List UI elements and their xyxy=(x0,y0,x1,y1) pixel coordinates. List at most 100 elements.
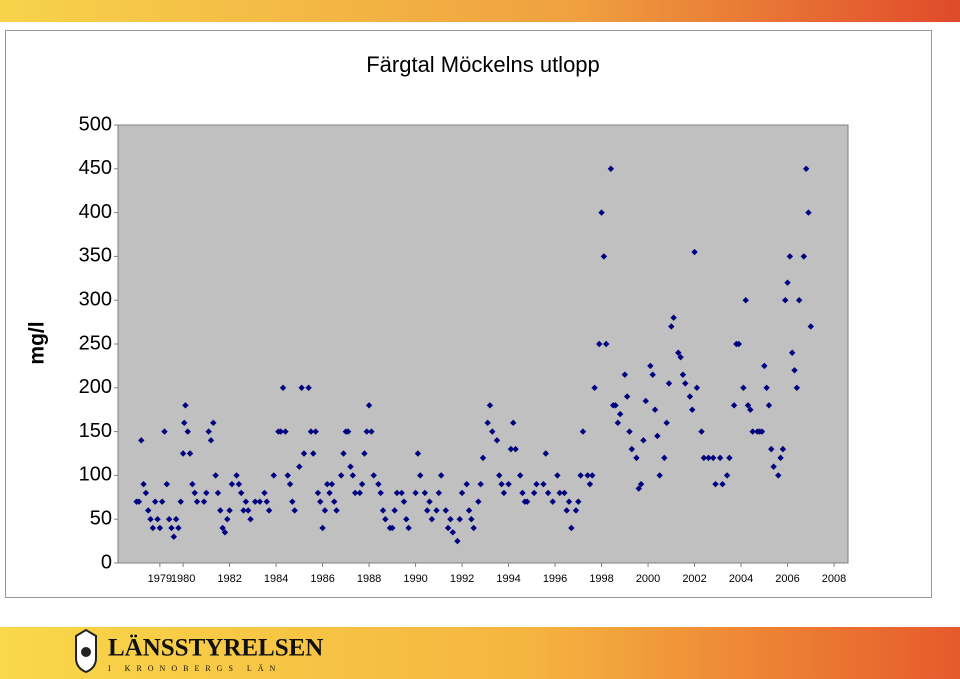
point xyxy=(500,489,508,497)
point xyxy=(240,507,247,514)
point xyxy=(712,480,719,488)
point xyxy=(347,463,354,470)
point xyxy=(668,323,675,330)
point xyxy=(412,489,419,497)
point xyxy=(226,507,233,514)
point xyxy=(356,489,363,497)
point xyxy=(344,428,352,435)
point xyxy=(749,428,756,435)
point xyxy=(677,353,684,361)
point xyxy=(244,507,252,514)
point xyxy=(691,248,698,256)
point xyxy=(633,454,640,462)
point xyxy=(596,340,603,348)
point xyxy=(389,524,396,532)
point xyxy=(317,498,324,505)
point xyxy=(516,472,524,479)
point xyxy=(510,419,517,427)
point xyxy=(163,480,171,488)
point xyxy=(242,498,250,505)
point xyxy=(349,472,357,479)
y-tick-label: 450 xyxy=(79,157,112,179)
point xyxy=(586,480,594,488)
point xyxy=(433,507,440,514)
point xyxy=(542,450,549,457)
point xyxy=(138,437,145,444)
x-tick-label: 2004 xyxy=(729,573,753,585)
x-tick-label: 1982 xyxy=(217,573,241,585)
point xyxy=(612,402,619,409)
point xyxy=(647,362,654,370)
point xyxy=(186,450,194,457)
y-tick-label: 300 xyxy=(79,288,112,310)
point xyxy=(505,480,512,488)
point xyxy=(475,498,482,505)
y-tick-label: 500 xyxy=(79,113,112,135)
point xyxy=(600,253,608,260)
point xyxy=(212,472,219,479)
point xyxy=(358,480,366,488)
point xyxy=(321,507,329,514)
point xyxy=(228,480,236,488)
point xyxy=(414,450,422,457)
point xyxy=(247,516,254,523)
point xyxy=(417,472,424,479)
point xyxy=(251,498,259,505)
point xyxy=(261,489,268,497)
point xyxy=(621,371,629,378)
point xyxy=(312,428,319,435)
point xyxy=(698,428,705,435)
point xyxy=(747,406,754,413)
x-tick-label: 2008 xyxy=(822,573,846,585)
x-tick-label: 2000 xyxy=(636,573,660,585)
point xyxy=(284,472,291,479)
point xyxy=(675,349,682,356)
x-tick-label: 1992 xyxy=(450,573,474,585)
point xyxy=(405,524,412,532)
plot-area xyxy=(117,124,849,564)
point xyxy=(763,384,770,391)
point xyxy=(400,498,408,505)
x-tick-label: 1994 xyxy=(496,573,520,585)
point xyxy=(635,485,642,492)
point xyxy=(484,419,491,427)
point xyxy=(616,410,624,418)
point xyxy=(661,454,668,462)
point xyxy=(479,454,487,462)
point xyxy=(523,498,531,505)
point xyxy=(277,428,284,435)
point xyxy=(496,472,503,479)
point xyxy=(651,406,659,413)
x-tick-label: 1984 xyxy=(264,573,288,585)
point xyxy=(135,498,143,505)
point xyxy=(533,480,540,488)
point xyxy=(444,524,452,532)
point xyxy=(214,489,222,497)
point xyxy=(705,454,712,462)
point xyxy=(291,507,298,514)
point xyxy=(512,445,519,453)
point xyxy=(154,516,161,523)
point xyxy=(575,498,582,505)
point xyxy=(310,450,317,457)
point xyxy=(377,489,384,497)
point xyxy=(740,384,747,391)
point xyxy=(765,402,773,409)
point xyxy=(235,480,243,488)
bottom-bar xyxy=(0,627,960,679)
x-tick-label: 1996 xyxy=(543,573,567,585)
point xyxy=(554,472,561,479)
point xyxy=(379,507,387,514)
point xyxy=(716,454,724,462)
point xyxy=(337,472,345,479)
y-tick-label: 200 xyxy=(79,376,112,398)
point xyxy=(161,428,168,435)
point xyxy=(170,533,177,540)
point xyxy=(689,406,696,413)
point xyxy=(656,472,663,479)
chart-title: Färgtal Möckelns utlopp xyxy=(366,52,600,77)
logo: LÄNSSTYRELSEN I KRONOBERGS LÄN xyxy=(75,628,323,674)
point xyxy=(333,507,340,514)
point xyxy=(351,489,359,497)
